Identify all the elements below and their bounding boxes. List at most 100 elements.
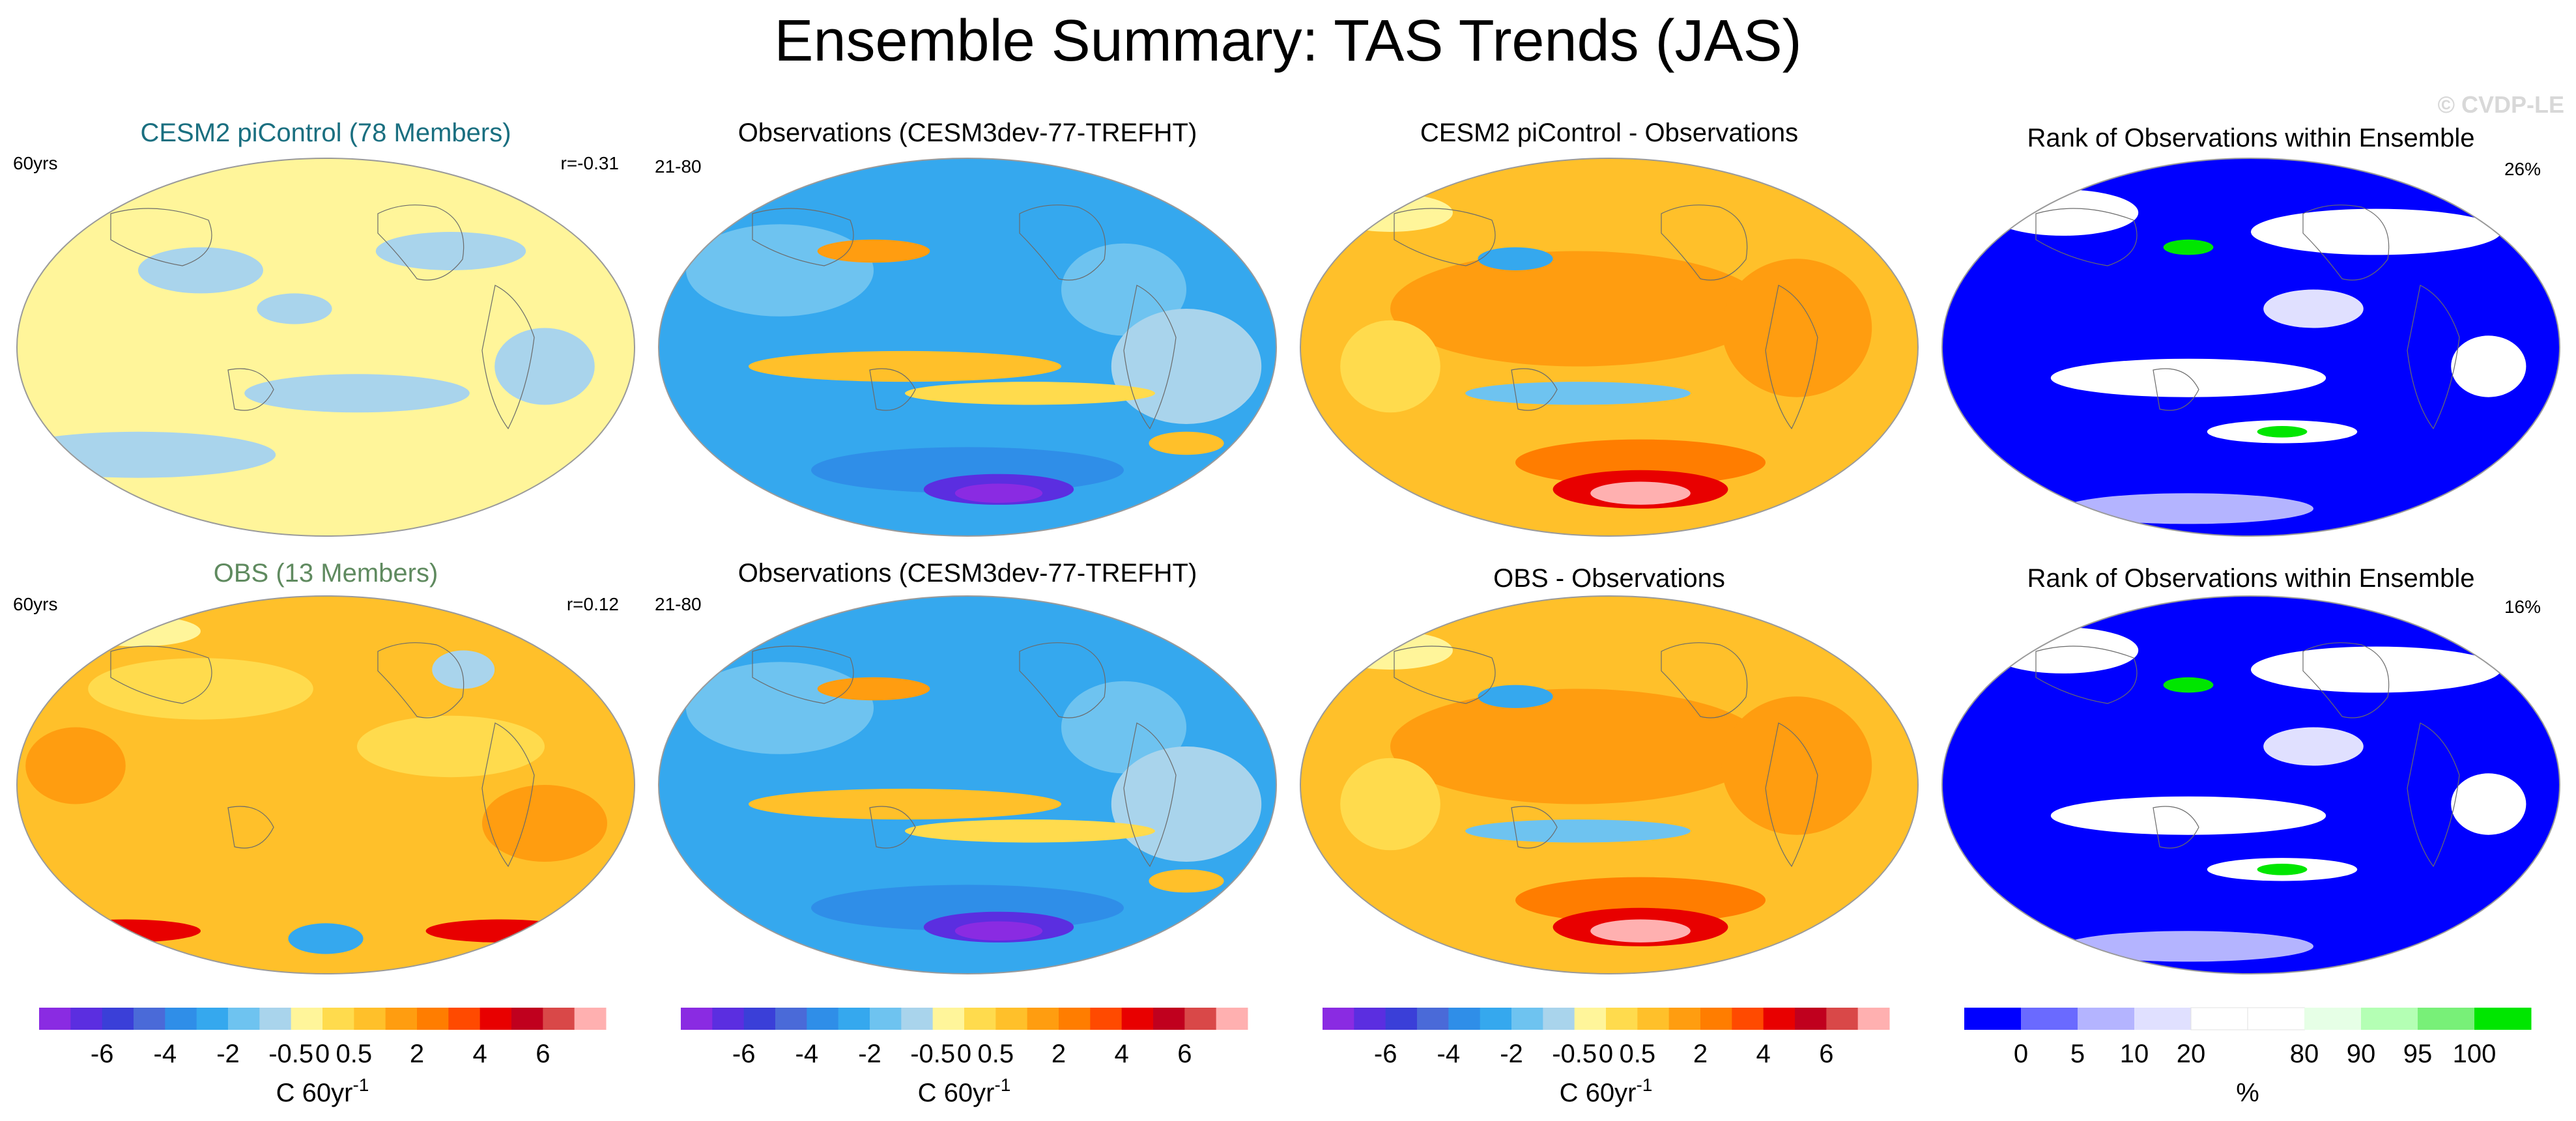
field-region-6 (1590, 919, 1691, 943)
field-region-3 (817, 239, 930, 263)
colorbar-segment (1153, 1008, 1185, 1030)
colorbar-segment (2247, 1007, 2305, 1030)
colorbar-units: C 60yr-1 (276, 1075, 369, 1107)
colorbar-trend-1: -6 -4 -2 -0.5 0 0.5 2 4 6 C 60yr-1 (39, 1008, 607, 1107)
field-region-8 (954, 921, 1043, 941)
coastline-2 (2035, 646, 2138, 704)
colorbar-segment (1700, 1008, 1732, 1030)
colorbar-segment (1732, 1008, 1764, 1030)
colorbar-segment (1121, 1008, 1154, 1030)
field-region-8 (2451, 773, 2526, 835)
field-region-4 (494, 328, 595, 405)
colorbar-segment (1216, 1008, 1248, 1030)
field-region-6 (50, 919, 201, 943)
colorbar-tick-label: -6 (91, 1040, 114, 1068)
map-panel-r0c2 (1300, 158, 1919, 537)
field-region-2 (2263, 727, 2364, 766)
field-region-1 (357, 715, 545, 778)
colorbar-segment (681, 1008, 713, 1030)
field-region-8 (288, 923, 364, 954)
field-region-9 (1149, 869, 1224, 893)
field-region-2 (1111, 746, 1262, 862)
field-region-9 (1149, 431, 1224, 455)
field-region-3 (1465, 819, 1691, 843)
colorbar-tick-label: 0.5 (336, 1040, 373, 1068)
map-panel-r0c1 (658, 158, 1277, 537)
colorbar-segment (1857, 1008, 1890, 1030)
field-region-7 (2063, 493, 2313, 524)
colorbar-segment (807, 1008, 839, 1030)
colorbar-segment (479, 1008, 512, 1030)
panel-title-r1c0: OBS (13 Members) (213, 559, 438, 588)
coastline-1 (481, 285, 535, 430)
colorbar-segment (2134, 1008, 2192, 1030)
panel-left-label-r1c0: 60yrs (13, 594, 58, 614)
colorbar-trend-2: -6 -4 -2 -0.5 0 0.5 2 4 6 C 60yr-1 (681, 1008, 1248, 1107)
colorbar-segment (259, 1008, 292, 1030)
coastline-2 (1394, 646, 1496, 704)
coastline-2 (752, 646, 854, 704)
colorbar-tick-label: 4 (473, 1040, 487, 1068)
field-region-7 (1328, 631, 1453, 670)
coastline-2 (110, 646, 212, 704)
colorbar-units-exponent: -1 (352, 1075, 369, 1095)
colorbar-tick-label: -6 (732, 1040, 756, 1068)
colorbar-segment (1354, 1008, 1386, 1030)
colorbar-tick-label: 90 (2347, 1040, 2376, 1068)
colorbar-segment (743, 1008, 776, 1030)
colorbar-segment (102, 1008, 134, 1030)
map-panel-r0c3 (1941, 158, 2560, 537)
colorbar-units-exponent: -1 (994, 1075, 1010, 1095)
panel-right-label-r0c0: r=-0.31 (560, 153, 620, 173)
colorbar-segment (995, 1008, 1028, 1030)
colorbar-segment (2021, 1008, 2078, 1030)
colorbar-segment (1574, 1008, 1607, 1030)
field-region-4 (749, 788, 1061, 820)
colorbar-tick-label: 5 (2070, 1040, 2085, 1068)
colorbar-tick-label: 95 (2403, 1040, 2433, 1068)
colorbar-segment (712, 1008, 745, 1030)
colorbar-tick-label: 2 (1052, 1040, 1066, 1068)
map-border (658, 595, 1277, 974)
colorbar-tick-label: 6 (536, 1040, 550, 1068)
panel-left-label-r0c1: 21-80 (655, 156, 702, 177)
colorbar-tick-label: 10 (2120, 1040, 2149, 1068)
map-panel-r1c0 (16, 595, 635, 974)
coastline-2 (1394, 208, 1496, 266)
colorbar-segment (1668, 1008, 1701, 1030)
field-region-2 (1478, 247, 1553, 270)
colorbar-tick-label: -2 (858, 1040, 881, 1068)
coastline-3 (1511, 368, 1558, 411)
coastline-0 (1661, 642, 1748, 718)
panel-left-label-r0c0: 60yrs (13, 153, 58, 173)
field-region-4 (1515, 877, 1766, 924)
field-region-4 (1515, 439, 1766, 486)
coastline-1 (1765, 285, 1818, 430)
panel-right-label-r1c0: r=0.12 (566, 594, 619, 614)
colorbar-segment (1606, 1008, 1638, 1030)
field-region-3 (244, 374, 470, 413)
coastline-0 (2302, 642, 2390, 718)
colorbar-rank: 0 5 10 20 80 90 95 100% (1964, 1007, 2532, 1107)
colorbar-segment (543, 1008, 575, 1030)
colorbar-tick-label: 0.5 (1620, 1040, 1656, 1068)
map-panel-r1c2 (1300, 595, 1919, 974)
field-region-1 (1061, 243, 1186, 336)
colorbar-segment (1511, 1008, 1543, 1030)
field-region-1 (2251, 208, 2501, 255)
panel-title-r0c0: CESM2 piControl (78 Members) (140, 119, 511, 147)
field-region-2 (76, 616, 201, 647)
field-region-0 (1390, 688, 1766, 804)
colorbar-trend-3: -6 -4 -2 -0.5 0 0.5 2 4 6 C 60yr-1 (1323, 1008, 1890, 1107)
coastline-1 (2407, 722, 2460, 868)
coastline-1 (2407, 285, 2460, 430)
field-region-1 (1061, 681, 1186, 774)
colorbar-segment (2190, 1007, 2248, 1030)
colorbar-tick-label: 100 (2453, 1040, 2497, 1068)
colorbar-segment (2474, 1008, 2532, 1030)
coastline-1 (1765, 722, 1818, 868)
field-region-8 (1340, 320, 1440, 413)
colorbar-segment (964, 1008, 996, 1030)
colorbar-segment (417, 1008, 449, 1030)
field-region-4 (482, 785, 607, 862)
